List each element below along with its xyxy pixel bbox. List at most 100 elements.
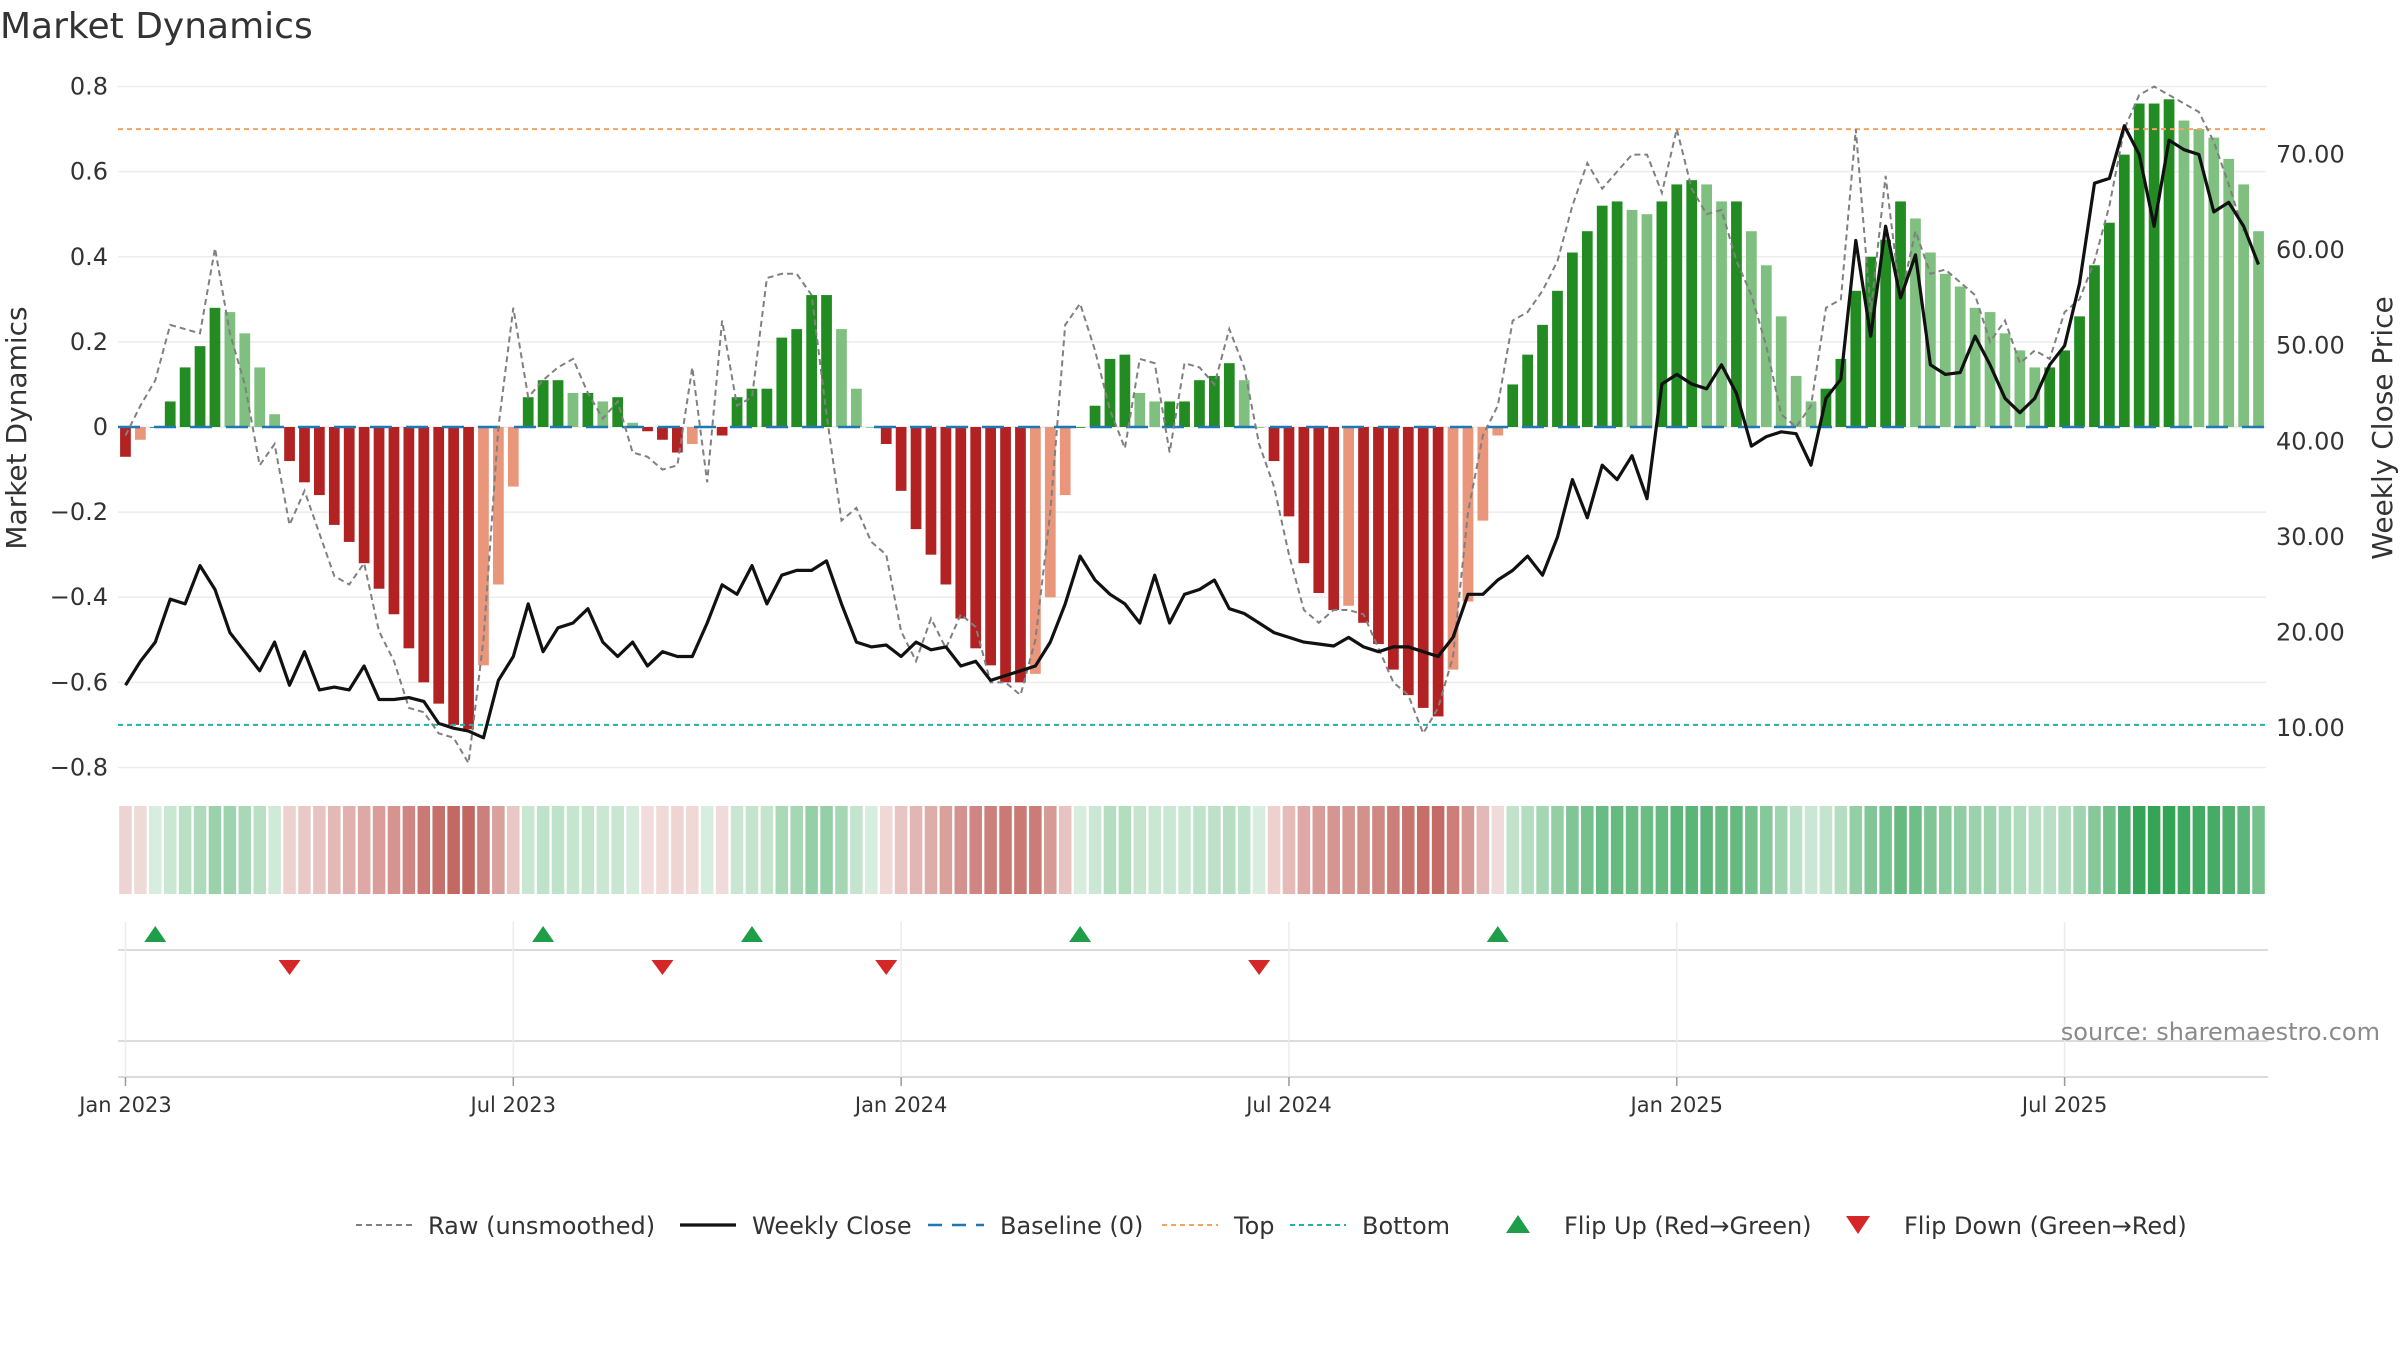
strip-cell [149,806,162,894]
bar [1775,316,1787,427]
legend-label: Baseline (0) [1000,1212,1143,1240]
source-note: source: sharemaestro.com [2061,1018,2380,1046]
y2-axis-label: Weekly Close Price [2366,296,2399,559]
strip-cell [447,806,460,894]
x-tick-label: Jan 2023 [77,1093,172,1117]
bar [2133,103,2145,427]
strip-cell [835,806,848,894]
strip-cell [253,806,266,894]
bar [1238,380,1250,427]
strip-cell [1536,806,1549,894]
bar [1746,231,1757,427]
strip-cell [1864,806,1877,894]
x-axis: Jan 2023 Jul 2023 Jan 2024 Jul 2024 Jan 2025… [77,922,2268,1117]
legend-label: Raw (unsmoothed) [428,1212,655,1240]
bar [1447,427,1459,670]
strip-cell [1237,806,1251,894]
strip-cell [924,806,938,894]
strip-cell [193,806,207,894]
bar [537,380,549,427]
bar [2223,158,2235,428]
bar [493,427,504,585]
flip-down-marker [278,960,301,975]
strip-cell [1103,806,1117,894]
bar [2059,350,2070,427]
strip-cell [551,806,565,894]
strip-cell [163,806,177,894]
y2-tick-label: 50.00 [2276,332,2345,360]
strip-cell [715,806,729,894]
strip-cell [477,806,490,894]
strip-cell [1819,806,1833,894]
bar [657,427,668,440]
strip-cell [1372,806,1385,894]
strip-cell [1118,806,1132,894]
bar [1358,427,1369,623]
y-tick-label: −0.6 [50,668,108,696]
bar [1865,256,1877,427]
bar [1149,401,1161,427]
bar [1268,427,1280,462]
strip-cell [1267,806,1281,894]
strip-cell [1879,806,1892,894]
strip-cell [1133,806,1147,894]
strip-cell [298,806,311,894]
strip-cell [238,806,252,894]
strip-cell [1014,806,1027,894]
bar [1194,380,1205,427]
strip-cell [134,806,147,894]
strip-cell [2073,806,2086,894]
bar [880,427,892,445]
strip-cell [954,806,968,894]
strip-cell [745,806,759,894]
bar [373,427,385,589]
bar [343,427,355,542]
strip-cell [1431,806,1445,894]
regime-strip [119,806,2265,894]
bar [224,312,236,427]
bar [1253,427,1265,428]
strip-cell [1402,806,1415,894]
y2-tick-label: 70.00 [2276,140,2345,168]
bar [1984,312,1996,427]
strip-cell [894,806,908,894]
strip-cell [611,806,624,894]
bar [194,346,206,427]
strip-cell [432,806,445,894]
bar [1179,401,1190,427]
y-tick-label: −0.4 [50,583,108,611]
strip-cell [1208,806,1221,894]
x-tick-label: Jul 2023 [469,1093,556,1117]
strip-cell [1789,806,1803,894]
strip-cell [328,806,341,894]
legend-item: Flip Up (Red→Green) [1506,1212,1812,1240]
bar [761,388,773,427]
y2-tick-label: 40.00 [2276,427,2345,455]
bar [1671,184,1683,427]
bar [1134,392,1146,427]
strip-cell [2118,806,2131,894]
legend-item: Flip Down (Green→Red) [1846,1212,2187,1240]
strip-cell [1894,806,1907,894]
bar [791,329,803,427]
strip-cell [357,806,371,894]
bar [254,367,266,427]
bar [910,427,922,530]
bar [1581,231,1593,427]
bar [478,427,489,666]
bar [1343,427,1354,606]
bar [2193,129,2205,427]
strip-cell [1461,806,1475,894]
bar [1537,324,1548,427]
grid [118,85,2266,769]
strip-cell [1924,806,1937,894]
strip-cell [1148,806,1161,894]
bar [895,427,907,491]
strip-cell [1685,806,1698,894]
y-tick-label: −0.2 [50,498,108,526]
strip-cell [1312,806,1326,894]
y2-tick-label: 10.00 [2276,714,2345,742]
bar [1939,273,1951,427]
bar [1000,427,1011,683]
bar [1477,427,1489,521]
